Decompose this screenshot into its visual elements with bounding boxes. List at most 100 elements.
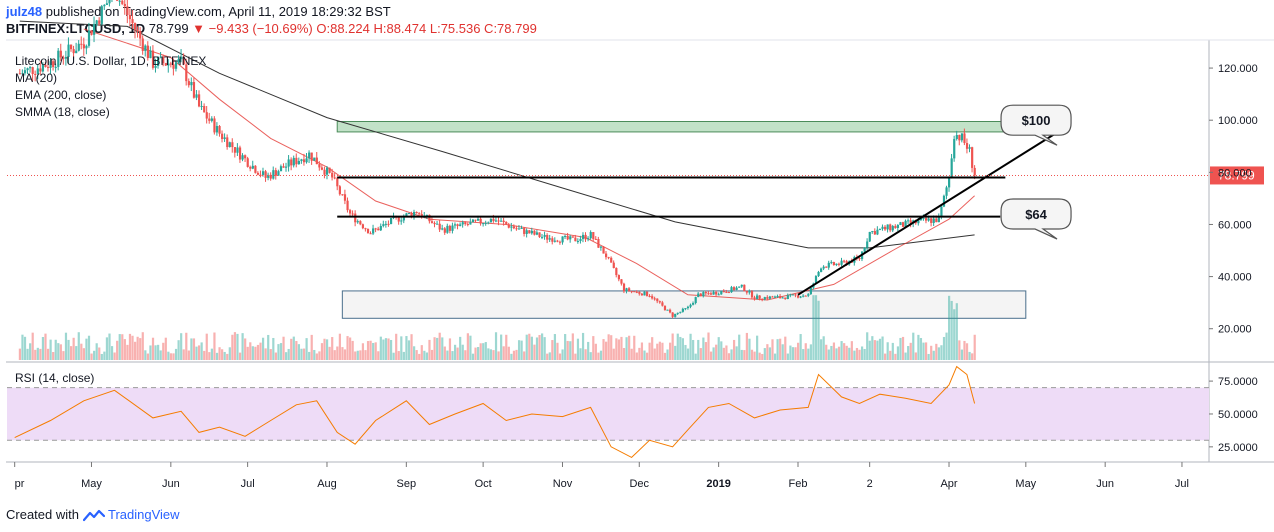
volume-bar: [272, 337, 275, 360]
volume-bar: [246, 346, 249, 360]
volume-bar: [730, 349, 733, 360]
tradingview-link[interactable]: TradingView: [82, 506, 180, 524]
candle: [448, 225, 452, 231]
volume-bar: [213, 332, 216, 360]
volume-bar: [52, 352, 55, 360]
volume-bar: [651, 337, 654, 360]
resistance-zone[interactable]: [336, 121, 1014, 133]
candle: [507, 224, 510, 228]
volume-bar: [487, 348, 490, 360]
callout-bubble[interactable]: [1000, 198, 1072, 240]
volume-bar: [835, 348, 838, 360]
candle: [169, 63, 173, 65]
candle: [878, 228, 882, 230]
candle: [866, 241, 869, 248]
candle: [599, 246, 603, 248]
volume-bar: [313, 349, 316, 360]
candle: [587, 238, 590, 240]
candle: [241, 155, 244, 160]
volume-bar: [617, 339, 620, 360]
volume-bar: [333, 350, 336, 360]
volume-bar: [556, 342, 559, 360]
volume-bar: [359, 350, 362, 360]
volume-bar: [530, 336, 533, 360]
candle: [538, 232, 541, 238]
volume-bar: [192, 338, 196, 360]
volume-bar: [295, 341, 298, 360]
candle: [364, 228, 367, 230]
volume-bar: [236, 333, 239, 360]
volume-bar: [727, 353, 731, 360]
candle: [159, 56, 162, 58]
volume-bar: [377, 351, 380, 360]
volume-bar: [630, 348, 633, 360]
trendline[interactable]: [797, 127, 1065, 296]
volume-bar: [566, 340, 569, 360]
candle: [837, 263, 841, 265]
volume-bar: [748, 338, 751, 360]
volume-bar: [535, 337, 539, 360]
candle: [932, 218, 935, 223]
author-name[interactable]: julz48: [6, 4, 43, 19]
candle: [205, 112, 208, 119]
volume-bar: [451, 351, 454, 360]
volume-bar: [34, 349, 37, 360]
callout-bubble[interactable]: [1000, 104, 1072, 146]
volume-bar: [610, 335, 613, 360]
candle: [871, 231, 874, 233]
volume-bar: [541, 333, 544, 360]
volume-bar: [292, 336, 295, 360]
candle: [607, 257, 610, 259]
volume-bar: [523, 351, 526, 360]
volume-bar: [459, 336, 462, 360]
candle: [901, 222, 905, 227]
volume-bar: [492, 350, 495, 360]
volume-bar: [922, 342, 925, 360]
volume-bar: [738, 334, 741, 360]
candle: [210, 118, 213, 121]
support-zone[interactable]: [341, 290, 1027, 319]
volume-bar: [799, 334, 802, 360]
volume-bar: [87, 335, 91, 360]
volume-bar: [49, 339, 52, 360]
volume-bar: [489, 349, 493, 360]
volume-bar: [310, 334, 313, 360]
volume-bar: [932, 350, 935, 360]
volume-bar: [36, 347, 39, 360]
volume-bar: [430, 349, 434, 360]
candle: [369, 233, 372, 235]
volume-bar: [297, 344, 301, 360]
candle: [313, 157, 316, 161]
candle: [525, 230, 528, 234]
volume-bar: [405, 336, 408, 360]
candle: [802, 295, 805, 297]
volume-bar: [123, 339, 126, 360]
candle: [52, 61, 55, 68]
candle: [482, 223, 485, 225]
volume-bar: [686, 348, 690, 360]
candle: [264, 171, 267, 178]
volume-bar: [768, 347, 772, 360]
candle: [858, 257, 861, 260]
candle: [438, 223, 441, 230]
volume-bar: [699, 348, 702, 360]
volume-bar: [927, 353, 930, 360]
volume-bar: [177, 340, 180, 360]
volume-bar: [110, 346, 114, 360]
time-tick-label: Jun: [162, 478, 180, 490]
volume-bar: [323, 338, 326, 360]
candle: [784, 297, 787, 300]
candle: [290, 159, 293, 166]
volume-bar: [446, 350, 449, 360]
volume-bar: [379, 336, 382, 360]
candle: [638, 291, 641, 294]
candle: [942, 195, 946, 207]
volume-bar: [525, 334, 528, 360]
volume-bar: [648, 342, 651, 360]
volume-bar: [231, 334, 234, 360]
volume-bar: [571, 333, 574, 360]
candle: [415, 211, 418, 214]
legend-title: Litecoin / U.S. Dollar, 1D, BITFINEX: [15, 54, 206, 68]
candle: [935, 218, 938, 223]
